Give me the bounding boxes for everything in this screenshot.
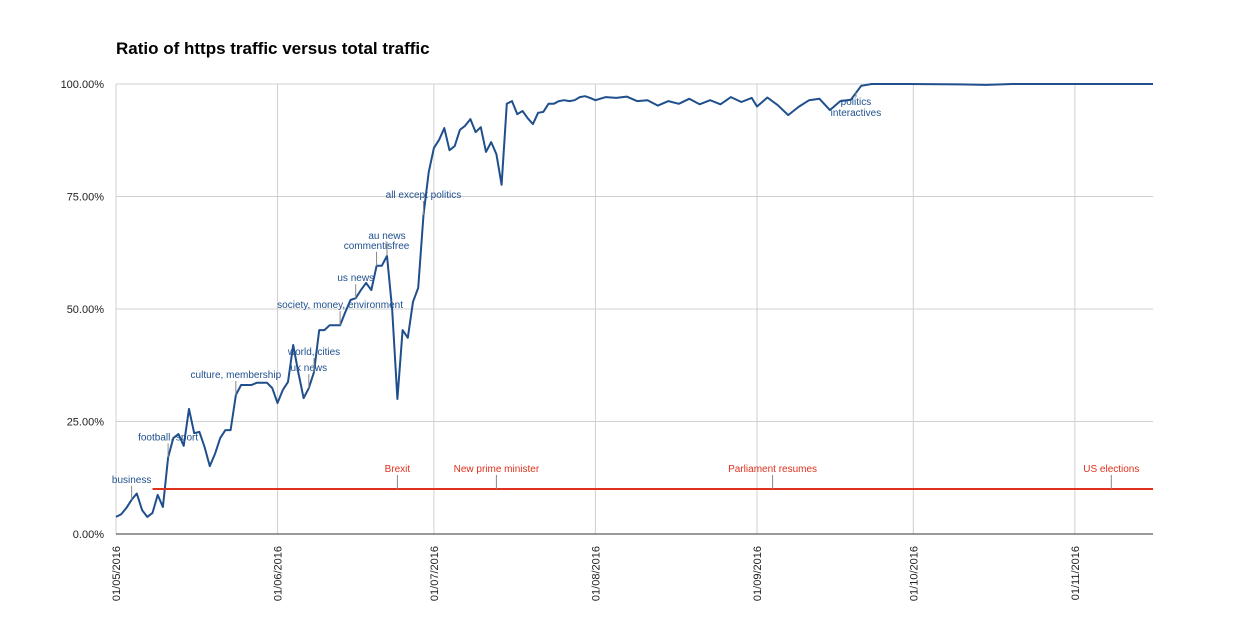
annotation: US elections (1083, 464, 1139, 475)
x-tick-label: 01/08/2016 (590, 546, 602, 601)
series-line (115, 83, 1153, 518)
annotation: uk news (290, 363, 327, 374)
annotation: au news (368, 231, 405, 242)
annotation: culture, membership (191, 370, 282, 381)
y-tick-label: 0.00% (73, 529, 104, 541)
x-tick-label: 01/11/2016 (1070, 546, 1082, 600)
x-tick-label: 01/09/2016 (752, 546, 764, 601)
annotation: football, sport (138, 433, 198, 444)
annotation: Parliament resumes (728, 464, 817, 475)
x-tick-label: 01/10/2016 (908, 546, 920, 601)
annotation: interactives (831, 108, 882, 119)
annotation: politics (841, 97, 872, 108)
annotation: New prime minister (454, 464, 540, 475)
x-tick-label: 01/06/2016 (273, 546, 285, 601)
annotation: world, cities (287, 347, 340, 358)
annotation: Brexit (385, 464, 411, 475)
annotation: us news (337, 273, 374, 284)
x-tick-label: 01/07/2016 (429, 546, 441, 601)
y-tick-label: 25.00% (67, 417, 105, 429)
y-tick-label: 100.00% (61, 79, 105, 91)
y-tick-label: 75.00% (67, 192, 105, 204)
annotation: society, money, environment (277, 300, 403, 311)
chart-title: Ratio of https traffic versus total traf… (116, 39, 430, 58)
annotation: all except politics (386, 190, 462, 201)
annotation: business (112, 475, 151, 486)
y-tick-label: 50.00% (67, 304, 105, 316)
x-tick-label: 01/05/2016 (111, 546, 123, 601)
annotation: commentisfree (344, 241, 410, 252)
